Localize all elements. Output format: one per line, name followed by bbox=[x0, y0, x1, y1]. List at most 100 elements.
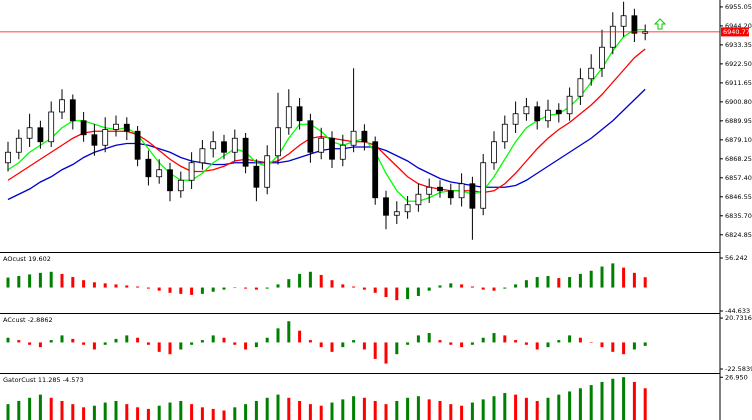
histogram-bar bbox=[17, 400, 21, 420]
candle-body bbox=[242, 137, 249, 167]
histogram-bar bbox=[406, 342, 410, 345]
histogram-bar bbox=[125, 404, 129, 420]
candle-body bbox=[577, 78, 584, 97]
histogram-bar bbox=[233, 407, 237, 420]
histogram-bar bbox=[190, 404, 194, 420]
histogram-bar bbox=[643, 277, 647, 288]
y-tick-label: -22.5839 bbox=[725, 365, 752, 373]
histogram-bar bbox=[568, 391, 572, 420]
candle-body bbox=[599, 46, 605, 69]
histogram-bar bbox=[514, 394, 518, 420]
histogram-bar bbox=[514, 284, 518, 288]
histogram-bar bbox=[244, 342, 248, 350]
histogram-bar bbox=[146, 342, 150, 345]
histogram-bar bbox=[362, 287, 366, 290]
histogram-bar bbox=[643, 342, 647, 346]
histogram-bar bbox=[103, 342, 107, 345]
histogram-bar bbox=[643, 388, 647, 420]
histogram-bar bbox=[265, 287, 269, 289]
candle-body bbox=[91, 134, 98, 146]
histogram-bar bbox=[427, 333, 431, 343]
histogram-bar bbox=[470, 286, 474, 288]
histogram-bar bbox=[568, 335, 572, 343]
histogram-bar bbox=[38, 394, 42, 420]
histogram-bar bbox=[179, 287, 183, 294]
histogram-bar bbox=[632, 381, 636, 420]
histogram-bar bbox=[470, 342, 474, 345]
histogram-bar bbox=[179, 342, 183, 350]
candle-body bbox=[307, 120, 314, 153]
histogram-bar bbox=[71, 338, 75, 343]
histogram-bar bbox=[254, 287, 258, 290]
histogram-bar bbox=[632, 272, 636, 288]
histogram-bar bbox=[632, 342, 636, 350]
histogram-bar bbox=[416, 335, 420, 343]
histogram-bar bbox=[362, 397, 366, 420]
histogram-bar bbox=[470, 402, 474, 420]
y-tick-label: 6933.35 bbox=[725, 41, 752, 49]
histogram-bar bbox=[611, 263, 615, 288]
histogram-bar bbox=[384, 404, 388, 420]
histogram-bar bbox=[49, 271, 53, 288]
histogram-bar bbox=[114, 400, 118, 420]
histogram-bar bbox=[460, 405, 464, 420]
candle-body bbox=[37, 127, 44, 143]
histogram-bar bbox=[622, 267, 626, 288]
histogram-bar bbox=[330, 280, 334, 288]
candle-body bbox=[123, 123, 130, 132]
histogram-bar bbox=[578, 388, 582, 420]
y-tick-label: 6889.95 bbox=[725, 117, 752, 125]
candle-body bbox=[134, 130, 141, 160]
histogram-bar bbox=[38, 272, 42, 288]
y-tick-label: 6911.65 bbox=[725, 79, 752, 87]
candle-body bbox=[48, 111, 55, 143]
histogram-bar bbox=[222, 337, 226, 343]
histogram-bar bbox=[168, 402, 172, 420]
candle-body bbox=[383, 197, 389, 216]
histogram-bar bbox=[233, 342, 237, 345]
histogram-bar bbox=[395, 287, 399, 301]
histogram-bar bbox=[352, 286, 356, 288]
y-tick-label: 56.242 bbox=[725, 254, 748, 262]
histogram-bar bbox=[546, 397, 550, 420]
histogram-bar bbox=[17, 275, 21, 288]
histogram-bar bbox=[200, 287, 204, 294]
histogram-bar bbox=[406, 397, 410, 420]
histogram-bar bbox=[600, 266, 604, 288]
histogram-bar bbox=[28, 274, 32, 288]
candle-body bbox=[609, 25, 616, 48]
histogram-bar bbox=[341, 399, 345, 420]
candle-body bbox=[447, 190, 454, 199]
candle-body bbox=[620, 15, 627, 27]
y-tick-label: -44.633 bbox=[725, 307, 750, 315]
histogram-bar bbox=[244, 404, 248, 420]
histogram-bar bbox=[362, 342, 366, 350]
histogram-bar bbox=[503, 393, 507, 420]
y-tick-label: 20.7316 bbox=[725, 314, 752, 322]
histogram-bar bbox=[276, 328, 280, 343]
candle-body bbox=[426, 186, 433, 195]
histogram-bar bbox=[211, 408, 215, 420]
histogram-bar bbox=[82, 407, 86, 420]
candle-body bbox=[275, 127, 281, 157]
candle-body bbox=[145, 158, 152, 178]
histogram-bar bbox=[481, 399, 485, 420]
histogram-bar bbox=[319, 342, 323, 348]
histogram-bar bbox=[190, 287, 194, 295]
histogram-bar bbox=[460, 342, 464, 348]
candle-body bbox=[642, 31, 649, 34]
candle-body bbox=[555, 109, 562, 115]
histogram-bar bbox=[60, 335, 64, 343]
histogram-bar bbox=[319, 405, 323, 420]
y-tick-label: 6824.85 bbox=[725, 231, 752, 239]
histogram-bar bbox=[82, 342, 86, 345]
histogram-bar bbox=[298, 330, 302, 343]
histogram-bar bbox=[503, 287, 507, 289]
histogram-bar bbox=[622, 377, 626, 420]
histogram-bar bbox=[265, 337, 269, 343]
histogram-bar bbox=[146, 408, 150, 420]
histogram-bar bbox=[168, 342, 172, 355]
histogram-bar bbox=[438, 400, 442, 420]
histogram-bar bbox=[589, 342, 593, 343]
y-tick-label: 6868.25 bbox=[725, 155, 752, 163]
